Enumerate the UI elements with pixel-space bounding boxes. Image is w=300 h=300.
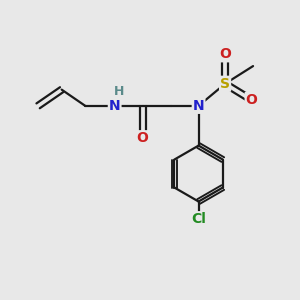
Text: O: O: [137, 131, 148, 145]
Text: N: N: [109, 99, 121, 113]
Text: O: O: [219, 47, 231, 61]
Text: H: H: [114, 85, 124, 98]
Text: S: S: [220, 77, 230, 91]
Text: O: O: [246, 93, 257, 107]
Text: Cl: Cl: [191, 212, 206, 226]
Text: N: N: [193, 99, 204, 113]
